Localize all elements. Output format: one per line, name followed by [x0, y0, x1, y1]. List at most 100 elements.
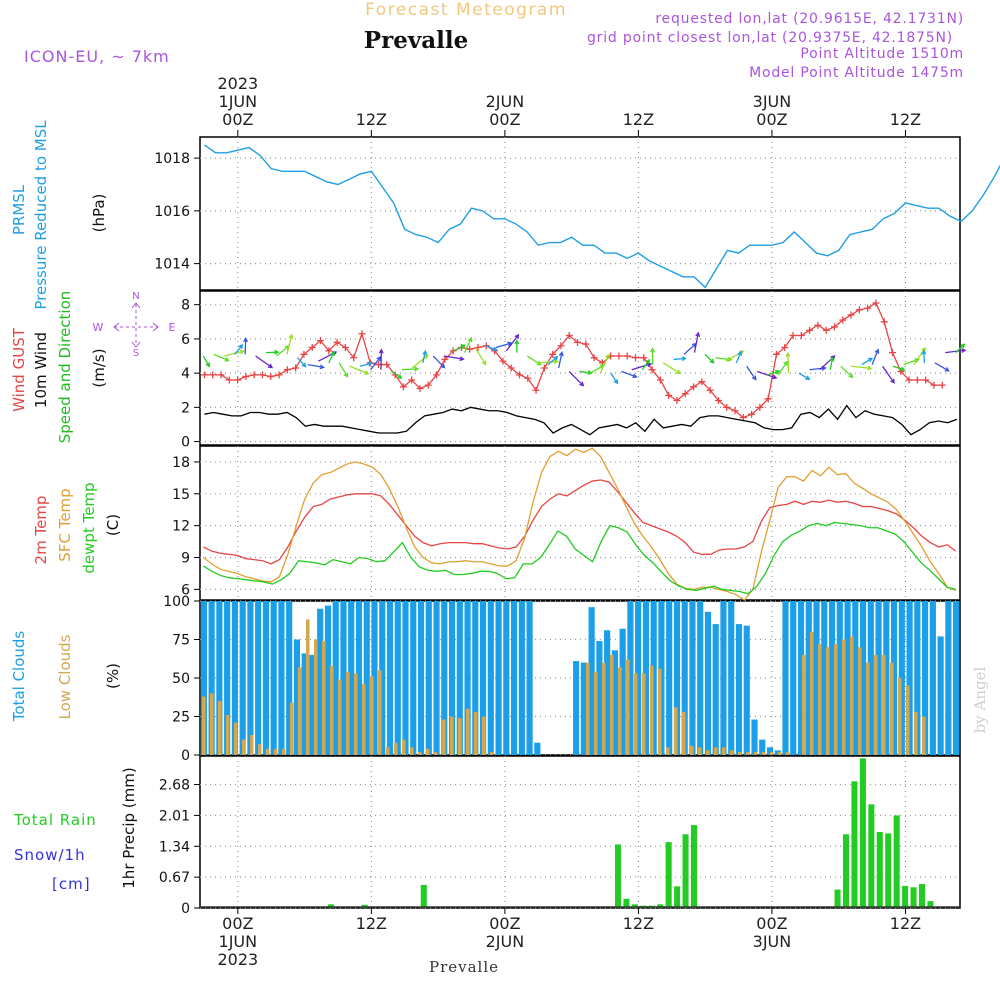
gust-marker: [640, 354, 648, 362]
wind-arrow: [391, 370, 403, 379]
wind-arrow: [673, 356, 687, 362]
ytick-label: 75: [172, 633, 190, 649]
wind-arrow: [243, 336, 249, 355]
ytick-label: 2.68: [159, 778, 190, 794]
compass-east: E: [169, 321, 176, 334]
gust-marker: [399, 383, 407, 391]
total-cloud-bar: [534, 742, 541, 755]
wind-arrow-shaft: [453, 344, 466, 352]
wind-arrow: [649, 347, 655, 365]
wind-arrow-head: [944, 367, 950, 372]
gust-line: [204, 302, 943, 419]
wind-arrow-head: [709, 358, 715, 364]
wind-arrow-head: [238, 343, 244, 350]
wind-arrow: [683, 342, 697, 355]
total-cloud-bar: [844, 601, 851, 755]
low-cloud-bar: [922, 716, 926, 755]
gust-marker: [938, 381, 946, 389]
low-cloud-bar: [762, 751, 766, 755]
total-cloud-bar: [348, 601, 355, 755]
ytick-label: 9: [181, 551, 190, 567]
temp-panel-title: 2m Temp SFC Temp dewpt Temp: [32, 482, 98, 573]
wind-arrow-head: [376, 356, 382, 362]
gust-marker: [615, 352, 623, 360]
precip-panel-title: Total Rain Snow/1h [cm]: [13, 811, 96, 893]
bottom-time-label: 3JUN: [753, 932, 792, 951]
ytick-label: 0: [181, 748, 190, 764]
total-cloud-bar: [208, 601, 215, 755]
total-cloud-bar: [852, 601, 859, 755]
total-cloud-bar: [239, 601, 246, 755]
watermark: by Angel: [971, 666, 989, 733]
wind-arrow-head: [921, 349, 927, 355]
low-cloud-bar: [442, 719, 446, 755]
gust-marker: [855, 306, 863, 314]
bottom-time-label: 12Z: [890, 914, 921, 933]
total-cloud-bar: [231, 601, 238, 755]
low-cloud-bar: [626, 659, 630, 755]
wind-arrow-head: [460, 344, 466, 349]
low-cloud-bar: [394, 742, 398, 755]
gust-marker: [408, 376, 416, 384]
total-cloud-bar: [324, 605, 332, 755]
gust-marker: [557, 342, 565, 350]
low-cloud-bar: [418, 751, 422, 755]
total-cloud-bar: [673, 601, 681, 755]
low-cloud-bar: [882, 654, 886, 755]
ytick-label: 25: [172, 710, 190, 726]
gust-marker: [540, 364, 548, 372]
wind-arrow: [829, 356, 835, 370]
gust-marker: [258, 371, 266, 379]
ytick-label: 100: [163, 594, 190, 610]
total-cloud-bar: [379, 601, 386, 755]
wind-arrow-head: [649, 347, 655, 353]
total-cloud-bar: [922, 601, 929, 755]
low-cloud-bar: [426, 748, 430, 755]
low-cloud-bar: [586, 662, 590, 755]
wind-arrow: [463, 336, 473, 353]
wind-arrow: [851, 365, 873, 371]
temp-ylabel: (C): [104, 514, 122, 536]
low-cloud-bar: [290, 702, 294, 755]
wind-panel-title: Wind GUST 10m Wind Speed and Direction: [10, 291, 74, 444]
wind-arrow: [432, 355, 446, 369]
total-cloud-bar: [394, 601, 401, 755]
low-cloud-bar: [850, 636, 854, 755]
wind-arrow-head: [579, 381, 585, 387]
total-cloud-bar: [712, 624, 719, 755]
total-cloud-bar: [828, 601, 836, 755]
wind-arrow: [307, 363, 325, 370]
total-cloud-bar: [914, 601, 921, 755]
wind-arrow-head: [367, 361, 373, 367]
wind-arrow-head: [205, 362, 211, 368]
low-cloud-bar: [218, 701, 222, 755]
wind-arrow-head: [681, 356, 687, 362]
total-cloud-bar: [766, 747, 774, 755]
low-cloud-bar: [458, 718, 462, 755]
wind-arrow: [422, 349, 428, 364]
gust-marker: [532, 386, 540, 394]
gust-marker: [731, 407, 739, 415]
prmsl-label: PRMSL: [10, 184, 28, 235]
ytick-label: 15: [172, 487, 190, 503]
wind-arrow: [798, 372, 811, 381]
wind-arrow-shaft: [787, 353, 790, 374]
wind-arrow-shaft: [673, 357, 686, 361]
low-cloud-bar: [738, 751, 742, 755]
total-cloud-bar: [355, 601, 363, 755]
low-cloud-bar: [722, 747, 726, 755]
total-cloud-bar: [821, 601, 828, 755]
gust-marker: [383, 361, 391, 369]
wind-arrow-shaft: [683, 343, 697, 355]
gust-marker: [764, 395, 772, 403]
low-cloud-bar: [706, 750, 710, 755]
wind-arrow-head: [874, 348, 880, 354]
total-cloud-bar: [774, 750, 781, 755]
wind-arrow: [378, 348, 384, 370]
wind-arrow: [777, 360, 789, 376]
panel-1: 0 2 4 6 8: [181, 290, 961, 451]
total-cloud-bar: [479, 601, 487, 755]
low-cloud-bar: [642, 673, 646, 755]
total-cloud-bar: [472, 601, 479, 755]
top-time-label: 12Z: [356, 110, 387, 129]
